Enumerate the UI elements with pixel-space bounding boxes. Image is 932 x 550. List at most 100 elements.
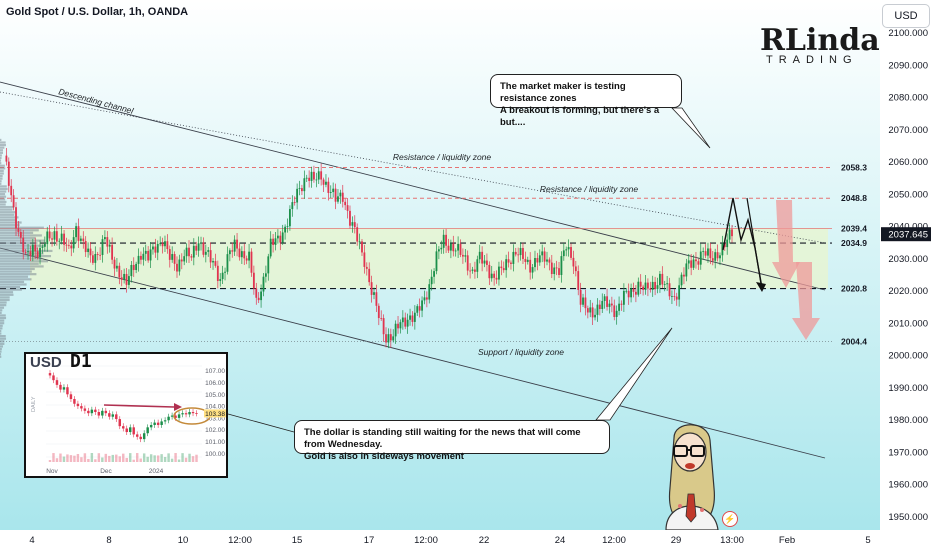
candle-body bbox=[529, 259, 532, 273]
inset-volume-bar bbox=[149, 454, 153, 462]
candle-body bbox=[180, 259, 183, 262]
volume-profile-bar bbox=[0, 254, 52, 258]
candle-body bbox=[625, 290, 628, 292]
candle-body bbox=[135, 263, 138, 271]
y-tick-2: 2080.000 bbox=[888, 93, 928, 104]
candle-body bbox=[524, 258, 527, 262]
volume-profile-bar bbox=[0, 154, 2, 157]
candle-body bbox=[661, 273, 664, 285]
inset-candle-body bbox=[132, 427, 135, 435]
candle-body bbox=[421, 300, 423, 311]
volume-profile-bar bbox=[0, 262, 39, 265]
candle-body bbox=[634, 291, 637, 295]
candle-body bbox=[461, 254, 464, 257]
volume-profile-bar bbox=[0, 231, 34, 234]
candle-body bbox=[238, 248, 241, 258]
volume-profile-bar bbox=[0, 322, 5, 325]
candle-body bbox=[346, 205, 349, 211]
inset-y-tick-1: 106.00 bbox=[205, 380, 225, 387]
volume-profile-bar bbox=[0, 180, 2, 183]
candle-body bbox=[709, 248, 712, 259]
candle-body bbox=[257, 297, 260, 301]
inset-candle-body bbox=[59, 384, 62, 390]
candle-body bbox=[101, 239, 104, 255]
candle-body bbox=[716, 252, 719, 259]
candle-body bbox=[401, 317, 404, 323]
candle-body bbox=[91, 255, 94, 263]
candle-body bbox=[428, 284, 431, 300]
inset-candle-body bbox=[52, 375, 55, 381]
candle-body bbox=[308, 177, 311, 181]
candle-body bbox=[632, 288, 635, 292]
currency-button[interactable]: USD bbox=[882, 4, 930, 28]
candle-body bbox=[538, 255, 541, 263]
candle-body bbox=[178, 259, 181, 272]
inset-volume-bar bbox=[170, 458, 174, 462]
candle-body bbox=[394, 323, 397, 337]
candle-body bbox=[380, 318, 383, 319]
inset-last-price-label: 103.38 bbox=[205, 411, 225, 418]
candle-body bbox=[51, 238, 53, 240]
inset-symbol: USD bbox=[30, 354, 62, 371]
events-lightning-icon[interactable]: ⚡ bbox=[722, 511, 738, 527]
candle-body bbox=[79, 238, 82, 241]
inset-volume-bar bbox=[101, 457, 104, 462]
candle-body bbox=[267, 256, 270, 274]
volume-profile-bar bbox=[0, 172, 4, 175]
candle-body bbox=[406, 319, 409, 327]
candle-body bbox=[668, 283, 671, 297]
volume-profile-bar bbox=[0, 316, 7, 320]
inset-volume-bar bbox=[132, 459, 135, 462]
volume-profile-bar bbox=[0, 270, 32, 273]
inset-candle-body bbox=[101, 410, 104, 416]
y-tick-0: 2100.000 bbox=[888, 28, 928, 39]
inset-volume-bar bbox=[174, 453, 177, 462]
candle-body bbox=[192, 245, 195, 258]
candle-body bbox=[176, 263, 178, 272]
candle-body bbox=[608, 303, 611, 307]
inset-candle-body bbox=[177, 414, 181, 418]
candle-body bbox=[430, 276, 433, 285]
volume-profile-bar bbox=[0, 309, 3, 312]
candle-body bbox=[197, 243, 200, 251]
channel-upper-line bbox=[0, 81, 826, 291]
candle-body bbox=[514, 251, 517, 255]
candle-body bbox=[675, 296, 678, 300]
inset-volume-bar bbox=[195, 454, 198, 462]
last-price-label: 2037.645 bbox=[888, 230, 928, 241]
candle-body bbox=[116, 265, 118, 269]
candle-body bbox=[39, 247, 41, 258]
candle-body bbox=[339, 192, 342, 197]
candle-body bbox=[644, 282, 647, 290]
inset-y-tick-5: 102.00 bbox=[205, 427, 225, 434]
inset-volume-bar bbox=[184, 457, 188, 462]
candle-body bbox=[264, 273, 267, 277]
inset-connector bbox=[227, 413, 295, 433]
inset-volume-bar bbox=[142, 453, 146, 462]
candle-body bbox=[517, 254, 520, 256]
y-tick-9: 2010.000 bbox=[888, 318, 928, 329]
volume-profile-bar bbox=[0, 177, 3, 180]
inset-candle-body bbox=[104, 410, 108, 414]
candle-body bbox=[96, 253, 99, 255]
volume-profile-bar bbox=[0, 337, 7, 340]
inset-volume-bar bbox=[156, 455, 160, 462]
candle-body bbox=[60, 233, 63, 241]
x-tick-0: 4 bbox=[29, 535, 34, 546]
candle-body bbox=[723, 243, 726, 248]
inset-volume-bar bbox=[177, 459, 181, 462]
volume-profile-bar bbox=[0, 146, 5, 149]
annotation-1: Resistance / liquidity zone bbox=[393, 152, 492, 162]
volume-profile-bar bbox=[0, 278, 32, 281]
candle-body bbox=[320, 171, 323, 180]
candle-body bbox=[185, 247, 188, 257]
down-arrow-1 bbox=[772, 200, 800, 288]
candle-body bbox=[132, 264, 135, 271]
candle-body bbox=[94, 253, 97, 263]
inset-volume-bar bbox=[122, 453, 125, 462]
candle-body bbox=[137, 255, 140, 264]
candle-body bbox=[159, 243, 162, 245]
inset-candle-body bbox=[55, 380, 59, 385]
candle-body bbox=[721, 243, 724, 256]
candle-body bbox=[646, 282, 649, 289]
